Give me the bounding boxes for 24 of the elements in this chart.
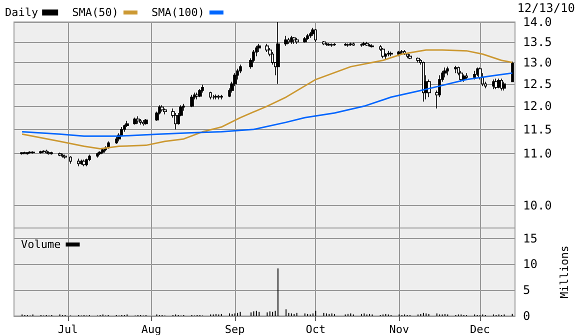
legend-label: SMA(50) (72, 6, 118, 19)
y-tick-label: 0 (523, 309, 530, 323)
legend-label: Daily (4, 6, 38, 19)
y-tick-label: 12.5 (523, 76, 552, 91)
legend-label: SMA(100) (151, 6, 204, 19)
x-tick-label: Oct (306, 323, 326, 335)
x-tick-label: Sep (224, 323, 245, 335)
y-tick-label: 13.5 (523, 34, 552, 49)
y-tick-label: 11.5 (523, 122, 552, 136)
y-tick-label: 14.0 (523, 15, 552, 29)
y-tick-label: 13.0 (523, 55, 552, 70)
x-tick-label: Aug (141, 323, 162, 335)
text: 12/13/10 (517, 1, 575, 15)
y-tick-label: 10.0 (523, 198, 552, 213)
y-tick-label: 10 (523, 257, 538, 272)
y-tick-label: 12.0 (523, 99, 552, 114)
y-tick-label: 15 (523, 231, 538, 246)
y-tick-label: 5 (523, 283, 530, 298)
x-tick-label: Jul (58, 323, 78, 335)
y-axis-title: Millions (558, 246, 571, 298)
y-tick-label: 11.0 (523, 146, 552, 161)
legend-label: Volume (20, 238, 61, 251)
x-tick-label: Nov (389, 323, 410, 335)
x-tick-label: Dec (470, 323, 490, 335)
